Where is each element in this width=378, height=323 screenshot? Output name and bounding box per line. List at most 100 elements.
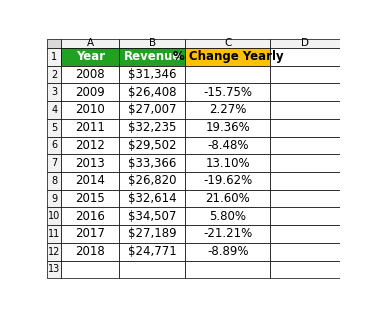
Bar: [270, 101, 340, 119]
Bar: [185, 154, 270, 172]
Bar: [61, 101, 119, 119]
Text: 2013: 2013: [75, 157, 105, 170]
Text: -19.62%: -19.62%: [203, 174, 253, 187]
Bar: [119, 225, 185, 243]
Bar: [47, 207, 61, 225]
Bar: [119, 261, 185, 278]
Bar: [185, 39, 270, 48]
Text: 11: 11: [48, 229, 60, 239]
Bar: [119, 39, 185, 48]
Bar: [119, 190, 185, 207]
Bar: [270, 137, 340, 154]
Bar: [47, 66, 61, 83]
Bar: [185, 101, 270, 119]
Bar: [185, 83, 270, 101]
Bar: [47, 225, 61, 243]
Bar: [119, 83, 185, 101]
Bar: [270, 190, 340, 207]
Bar: [61, 172, 119, 190]
Bar: [185, 225, 270, 243]
Bar: [119, 48, 185, 66]
Bar: [47, 137, 61, 154]
Bar: [185, 243, 270, 261]
Text: 2009: 2009: [75, 86, 105, 99]
Text: $24,771: $24,771: [128, 245, 177, 258]
Text: 6: 6: [51, 141, 57, 151]
Text: $33,366: $33,366: [128, 157, 177, 170]
Text: 2011: 2011: [75, 121, 105, 134]
Bar: [61, 48, 119, 66]
Bar: [270, 172, 340, 190]
Bar: [270, 243, 340, 261]
Text: -8.89%: -8.89%: [207, 245, 249, 258]
Text: % Change Yearly: % Change Yearly: [172, 50, 283, 63]
Bar: [185, 172, 270, 190]
Bar: [185, 190, 270, 207]
Text: 8: 8: [51, 176, 57, 186]
Bar: [270, 119, 340, 137]
Bar: [270, 225, 340, 243]
Bar: [61, 261, 119, 278]
Text: -21.21%: -21.21%: [203, 227, 253, 240]
Text: 5.80%: 5.80%: [209, 210, 246, 223]
Text: B: B: [149, 38, 156, 48]
Text: 2012: 2012: [75, 139, 105, 152]
Bar: [185, 137, 270, 154]
Bar: [61, 66, 119, 83]
Bar: [47, 243, 61, 261]
Text: 9: 9: [51, 193, 57, 203]
Text: $27,007: $27,007: [128, 103, 177, 117]
Text: $26,408: $26,408: [128, 86, 177, 99]
Bar: [270, 66, 340, 83]
Bar: [47, 101, 61, 119]
Bar: [61, 225, 119, 243]
Text: 2014: 2014: [75, 174, 105, 187]
Text: -8.48%: -8.48%: [207, 139, 249, 152]
Bar: [270, 39, 340, 48]
Bar: [185, 66, 270, 83]
Text: A: A: [87, 38, 94, 48]
Bar: [119, 207, 185, 225]
Text: Revenue: Revenue: [124, 50, 181, 63]
Bar: [270, 48, 340, 66]
Text: 2: 2: [51, 69, 57, 79]
Bar: [61, 83, 119, 101]
Text: 1: 1: [51, 52, 57, 62]
Bar: [61, 190, 119, 207]
Bar: [47, 190, 61, 207]
Text: 2015: 2015: [75, 192, 105, 205]
Text: 2018: 2018: [75, 245, 105, 258]
Text: 13: 13: [48, 264, 60, 274]
Text: Year: Year: [76, 50, 105, 63]
Bar: [119, 101, 185, 119]
Bar: [61, 119, 119, 137]
Bar: [119, 154, 185, 172]
Bar: [119, 172, 185, 190]
Bar: [47, 48, 61, 66]
Bar: [47, 261, 61, 278]
Bar: [270, 261, 340, 278]
Text: C: C: [224, 38, 231, 48]
Text: 2017: 2017: [75, 227, 105, 240]
Bar: [119, 119, 185, 137]
Text: 7: 7: [51, 158, 57, 168]
Text: $31,346: $31,346: [128, 68, 177, 81]
Text: 5: 5: [51, 123, 57, 133]
Bar: [61, 207, 119, 225]
Text: 4: 4: [51, 105, 57, 115]
Bar: [61, 154, 119, 172]
Bar: [185, 48, 270, 66]
Bar: [185, 119, 270, 137]
Text: 2010: 2010: [75, 103, 105, 117]
Bar: [185, 207, 270, 225]
Bar: [119, 137, 185, 154]
Bar: [47, 39, 61, 48]
Bar: [119, 243, 185, 261]
Bar: [270, 154, 340, 172]
Bar: [47, 119, 61, 137]
Text: 10: 10: [48, 211, 60, 221]
Text: 2016: 2016: [75, 210, 105, 223]
Bar: [185, 261, 270, 278]
Text: -15.75%: -15.75%: [203, 86, 253, 99]
Bar: [47, 172, 61, 190]
